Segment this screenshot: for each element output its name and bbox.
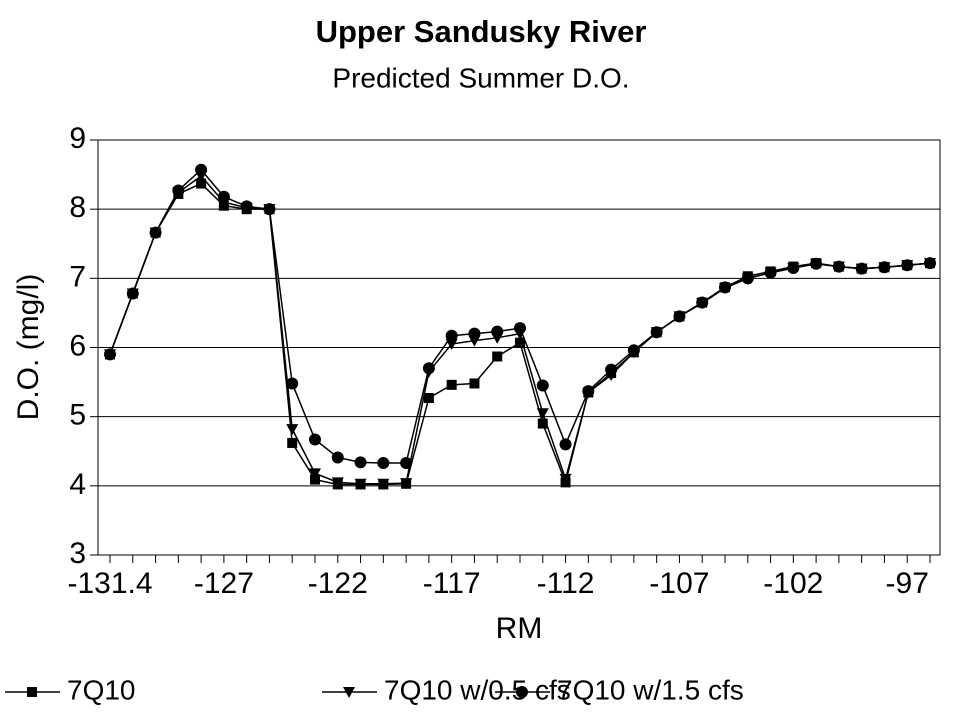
legend-label: 7Q10 w/0.5 cfs bbox=[384, 674, 571, 705]
x-tick-label: -122 bbox=[308, 567, 368, 600]
y-tick-label: 8 bbox=[69, 191, 86, 224]
marker bbox=[492, 351, 503, 362]
y-tick-label: 9 bbox=[69, 122, 86, 155]
marker bbox=[105, 349, 115, 360]
marker bbox=[628, 347, 639, 358]
marker bbox=[401, 478, 412, 489]
marker bbox=[468, 335, 481, 347]
marker bbox=[536, 379, 549, 392]
y-tick-label: 4 bbox=[69, 468, 86, 501]
y-axis-label: D.O. (mg/l) bbox=[12, 274, 45, 421]
marker bbox=[902, 260, 913, 271]
marker bbox=[218, 200, 229, 211]
marker bbox=[742, 271, 753, 282]
marker bbox=[309, 433, 321, 446]
marker bbox=[879, 262, 890, 273]
x-tick-label: -102 bbox=[763, 567, 823, 600]
marker bbox=[720, 282, 730, 293]
x-tick-label: -117 bbox=[423, 567, 481, 600]
x-tick-label: -131.4 bbox=[67, 567, 152, 600]
legend-label: 7Q10 bbox=[67, 674, 136, 705]
marker bbox=[196, 178, 207, 189]
marker bbox=[445, 329, 458, 342]
marker bbox=[697, 297, 708, 308]
marker bbox=[537, 418, 548, 429]
marker bbox=[309, 468, 321, 480]
marker bbox=[515, 337, 525, 348]
x-axis-label: RM bbox=[496, 612, 543, 645]
marker bbox=[516, 686, 528, 698]
marker bbox=[310, 474, 320, 485]
series-line bbox=[109, 168, 931, 464]
marker bbox=[606, 368, 617, 379]
marker bbox=[354, 456, 367, 469]
marker bbox=[332, 479, 343, 490]
marker bbox=[925, 258, 935, 269]
marker bbox=[445, 339, 458, 351]
chart-subtitle: Predicted Summer D.O. bbox=[332, 62, 629, 93]
marker bbox=[423, 392, 434, 403]
marker bbox=[331, 451, 344, 464]
marker bbox=[651, 327, 662, 338]
marker bbox=[377, 457, 390, 470]
marker bbox=[765, 266, 776, 277]
marker bbox=[811, 258, 822, 269]
y-tick-label: 6 bbox=[69, 329, 86, 362]
marker bbox=[355, 479, 366, 490]
marker bbox=[287, 437, 298, 448]
marker bbox=[559, 438, 572, 451]
marker bbox=[127, 288, 138, 299]
marker bbox=[378, 479, 389, 490]
y-tick-label: 7 bbox=[69, 260, 86, 293]
marker bbox=[27, 687, 37, 697]
x-tick-label: -127 bbox=[194, 567, 254, 600]
marker bbox=[343, 687, 355, 698]
marker bbox=[856, 263, 867, 274]
y-tick-label: 3 bbox=[69, 537, 86, 570]
marker bbox=[286, 424, 299, 436]
marker bbox=[195, 170, 208, 182]
x-tick-label: -97 bbox=[886, 567, 929, 600]
marker bbox=[264, 204, 275, 215]
marker bbox=[560, 477, 571, 488]
x-tick-label: -107 bbox=[649, 567, 709, 600]
marker bbox=[514, 328, 526, 340]
marker bbox=[469, 378, 480, 389]
marker bbox=[150, 227, 161, 238]
marker bbox=[286, 377, 299, 390]
marker bbox=[674, 311, 685, 322]
marker bbox=[422, 366, 435, 378]
marker bbox=[173, 188, 184, 199]
chart-title: Upper Sandusky River bbox=[316, 14, 647, 49]
x-tick-label: -112 bbox=[537, 567, 595, 600]
marker bbox=[583, 387, 594, 398]
plot-border bbox=[97, 139, 941, 556]
marker bbox=[446, 379, 457, 390]
legend-label: 7Q10 w/1.5 cfs bbox=[557, 674, 744, 705]
marker bbox=[491, 332, 504, 344]
y-tick-label: 5 bbox=[69, 399, 86, 432]
marker bbox=[833, 261, 844, 272]
marker bbox=[241, 204, 252, 215]
marker bbox=[788, 261, 799, 272]
